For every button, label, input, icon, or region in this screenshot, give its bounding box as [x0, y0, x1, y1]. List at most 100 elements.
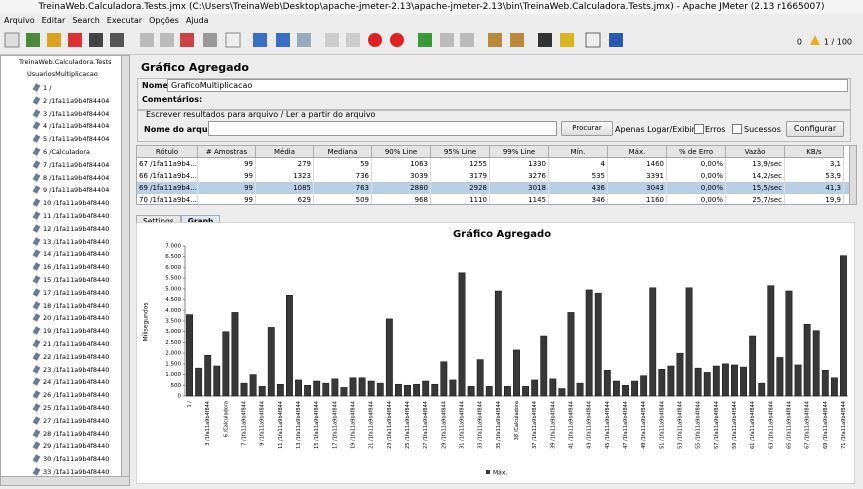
table-cell[interactable]: 3179 — [431, 170, 490, 182]
tree-item[interactable]: 1 / — [43, 84, 52, 92]
table-cell[interactable]: 0,00% — [667, 158, 726, 170]
table-cell[interactable]: 70 /1fa11a9b4... — [139, 194, 198, 204]
table-cell[interactable]: 25,7/sec — [726, 194, 785, 204]
table-cell[interactable]: 69 /1fa11a9b4... — [139, 182, 198, 194]
tree-item[interactable]: 7 /1fa11a9b4f84404 — [43, 160, 110, 169]
table-cell[interactable]: 436 — [549, 182, 608, 194]
tree-item[interactable]: 25 /1fa11a9b4f8440 — [43, 404, 110, 412]
tree-item[interactable]: 5 /1fa11a9b4f84404 — [43, 135, 110, 144]
table-cell[interactable]: 53,9 — [785, 170, 844, 182]
table-cell[interactable]: 535 — [549, 170, 608, 182]
tree-group[interactable]: UsuariosMultiplicacao — [27, 70, 98, 78]
tree-item[interactable]: 8 /1fa11a9b4f84404 — [43, 173, 110, 182]
tree-item[interactable]: 2 /1fa11a9b4f84404 — [43, 96, 110, 105]
tree-item[interactable]: 33 /1fa11a9b4f8440 — [43, 468, 110, 476]
browse-button[interactable]: Procurar — [561, 121, 613, 136]
tree-item[interactable]: 22 /1fa11a9b4f8440 — [43, 352, 110, 361]
table-cell[interactable]: 1460 — [608, 158, 667, 170]
table-cell[interactable]: 14,2/sec — [726, 170, 785, 182]
table-cell[interactable]: 736 — [314, 170, 372, 182]
tree-item[interactable]: 19 /1fa11a9b4f8440 — [43, 327, 110, 336]
menu-item[interactable]: Editar — [41, 16, 66, 25]
table-scrollbar[interactable] — [849, 145, 857, 205]
table-cell[interactable]: 3043 — [608, 182, 667, 194]
tree-item[interactable]: 24 /1fa11a9b4f8440 — [43, 378, 110, 387]
table-cell[interactable]: 1255 — [431, 158, 490, 170]
bar — [776, 357, 784, 397]
tree-item[interactable]: 21 /1fa11a9b4f8440 — [43, 340, 110, 348]
tree-item[interactable]: 9 /1fa11a9b4f84404 — [43, 186, 110, 195]
table-cell[interactable]: 15,5/sec — [726, 182, 785, 194]
tree-item[interactable]: 23 /1fa11a9b4f8440 — [43, 365, 110, 374]
table-cell[interactable]: 1085 — [256, 182, 314, 194]
table-cell[interactable]: 968 — [372, 194, 431, 204]
table-cell[interactable]: 99 — [198, 182, 256, 194]
tree-item[interactable]: 26 /1fa11a9b4f8440 — [43, 391, 110, 400]
tree-item[interactable]: 4 /1fa11a9b4f84404 — [43, 122, 110, 131]
tree-item[interactable]: 29 /1fa11a9b4f8440 — [43, 442, 110, 451]
menu-item[interactable]: Ajuda — [185, 16, 209, 25]
tree-hscrollbar[interactable] — [0, 476, 130, 486]
tree-item[interactable]: 10 /1fa11a9b4f8440 — [43, 199, 110, 208]
table-cell[interactable]: 1323 — [256, 170, 314, 182]
tree-item[interactable]: 16 /1fa11a9b4f8440 — [43, 263, 110, 272]
table-cell[interactable]: 1063 — [372, 158, 431, 170]
table-cell[interactable]: 0,00% — [667, 170, 726, 182]
menu-item[interactable]: Search — [72, 16, 100, 25]
tree-item[interactable]: 3 /1fa11a9b4f84404 — [43, 109, 110, 118]
table-cell[interactable]: 763 — [314, 182, 372, 194]
table-cell[interactable]: 3018 — [490, 182, 549, 194]
table-cell[interactable]: 66 /1fa11a9b4... — [139, 170, 198, 182]
table-cell[interactable]: 0,00% — [667, 182, 726, 194]
bar — [567, 312, 575, 397]
tree-item[interactable]: 15 /1fa11a9b4f8440 — [43, 276, 110, 284]
table-cell[interactable]: 1145 — [490, 194, 549, 204]
table-cell[interactable]: 99 — [198, 158, 256, 170]
successes-checkbox[interactable] — [732, 124, 742, 134]
table-cell[interactable]: 59 — [314, 158, 372, 170]
table-cell[interactable]: 3276 — [490, 170, 549, 182]
tree-root[interactable]: TreinaWeb.Calculadora.Tests — [19, 58, 112, 66]
menu-item[interactable]: Opções — [149, 16, 179, 25]
tree-icon — [32, 326, 41, 335]
table-cell[interactable]: 3039 — [372, 170, 431, 182]
table-cell[interactable]: 1110 — [431, 194, 490, 204]
table-cell[interactable]: 13,9/sec — [726, 158, 785, 170]
configure-button[interactable]: Configurar — [786, 121, 844, 137]
table-cell[interactable]: 41,3 — [785, 182, 844, 194]
panel-title: Gráfico Agregado — [141, 61, 249, 74]
menu-item[interactable]: Arquivo — [4, 16, 35, 25]
errors-checkbox[interactable] — [694, 124, 704, 134]
table-cell[interactable]: 1330 — [490, 158, 549, 170]
tree-item[interactable]: 27 /1fa11a9b4f8440 — [43, 416, 110, 425]
tree-item[interactable]: 17 /1fa11a9b4f8440 — [43, 288, 110, 297]
tree-item[interactable]: 28 /1fa11a9b4f8440 — [43, 429, 110, 438]
table-cell[interactable]: 1160 — [608, 194, 667, 204]
file-input[interactable] — [208, 121, 557, 136]
table-cell[interactable]: 2880 — [372, 182, 431, 194]
tree-item[interactable]: 12 /1fa11a9b4f8440 — [43, 224, 110, 233]
table-cell[interactable]: 279 — [256, 158, 314, 170]
tree-item[interactable]: 11 /1fa11a9b4f8440 — [43, 212, 110, 220]
menu-item[interactable]: Executar — [106, 16, 143, 25]
table-cell[interactable]: 99 — [198, 170, 256, 182]
table-cell[interactable]: 0,00% — [667, 194, 726, 204]
table-cell[interactable]: 99 — [198, 194, 256, 204]
table-cell[interactable]: 509 — [314, 194, 372, 204]
table-cell[interactable]: 3,1 — [785, 158, 844, 170]
tree-scrollbar[interactable] — [121, 55, 130, 477]
table-cell[interactable]: 19,9 — [785, 194, 844, 204]
table-cell[interactable]: 67 /1fa11a9b4... — [139, 158, 198, 170]
tree-item[interactable]: 18 /1fa11a9b4f8440 — [43, 301, 110, 310]
table-cell[interactable]: 3391 — [608, 170, 667, 182]
tree-item[interactable]: 30 /1fa11a9b4f8440 — [43, 455, 110, 464]
tree-item[interactable]: 13 /1fa11a9b4f8440 — [43, 237, 110, 246]
table-cell[interactable]: 346 — [549, 194, 608, 204]
table-cell[interactable]: 4 — [549, 158, 608, 170]
table-cell[interactable]: 629 — [256, 194, 314, 204]
table-cell[interactable]: 2928 — [431, 182, 490, 194]
tree-item[interactable]: 14 /1fa11a9b4f8440 — [43, 250, 110, 259]
tree-item[interactable]: 6 /Calculadora — [43, 148, 90, 156]
tree-item[interactable]: 20 /1fa11a9b4f8440 — [43, 314, 110, 323]
name-input[interactable]: GraficoMultiplicacao — [167, 79, 848, 92]
